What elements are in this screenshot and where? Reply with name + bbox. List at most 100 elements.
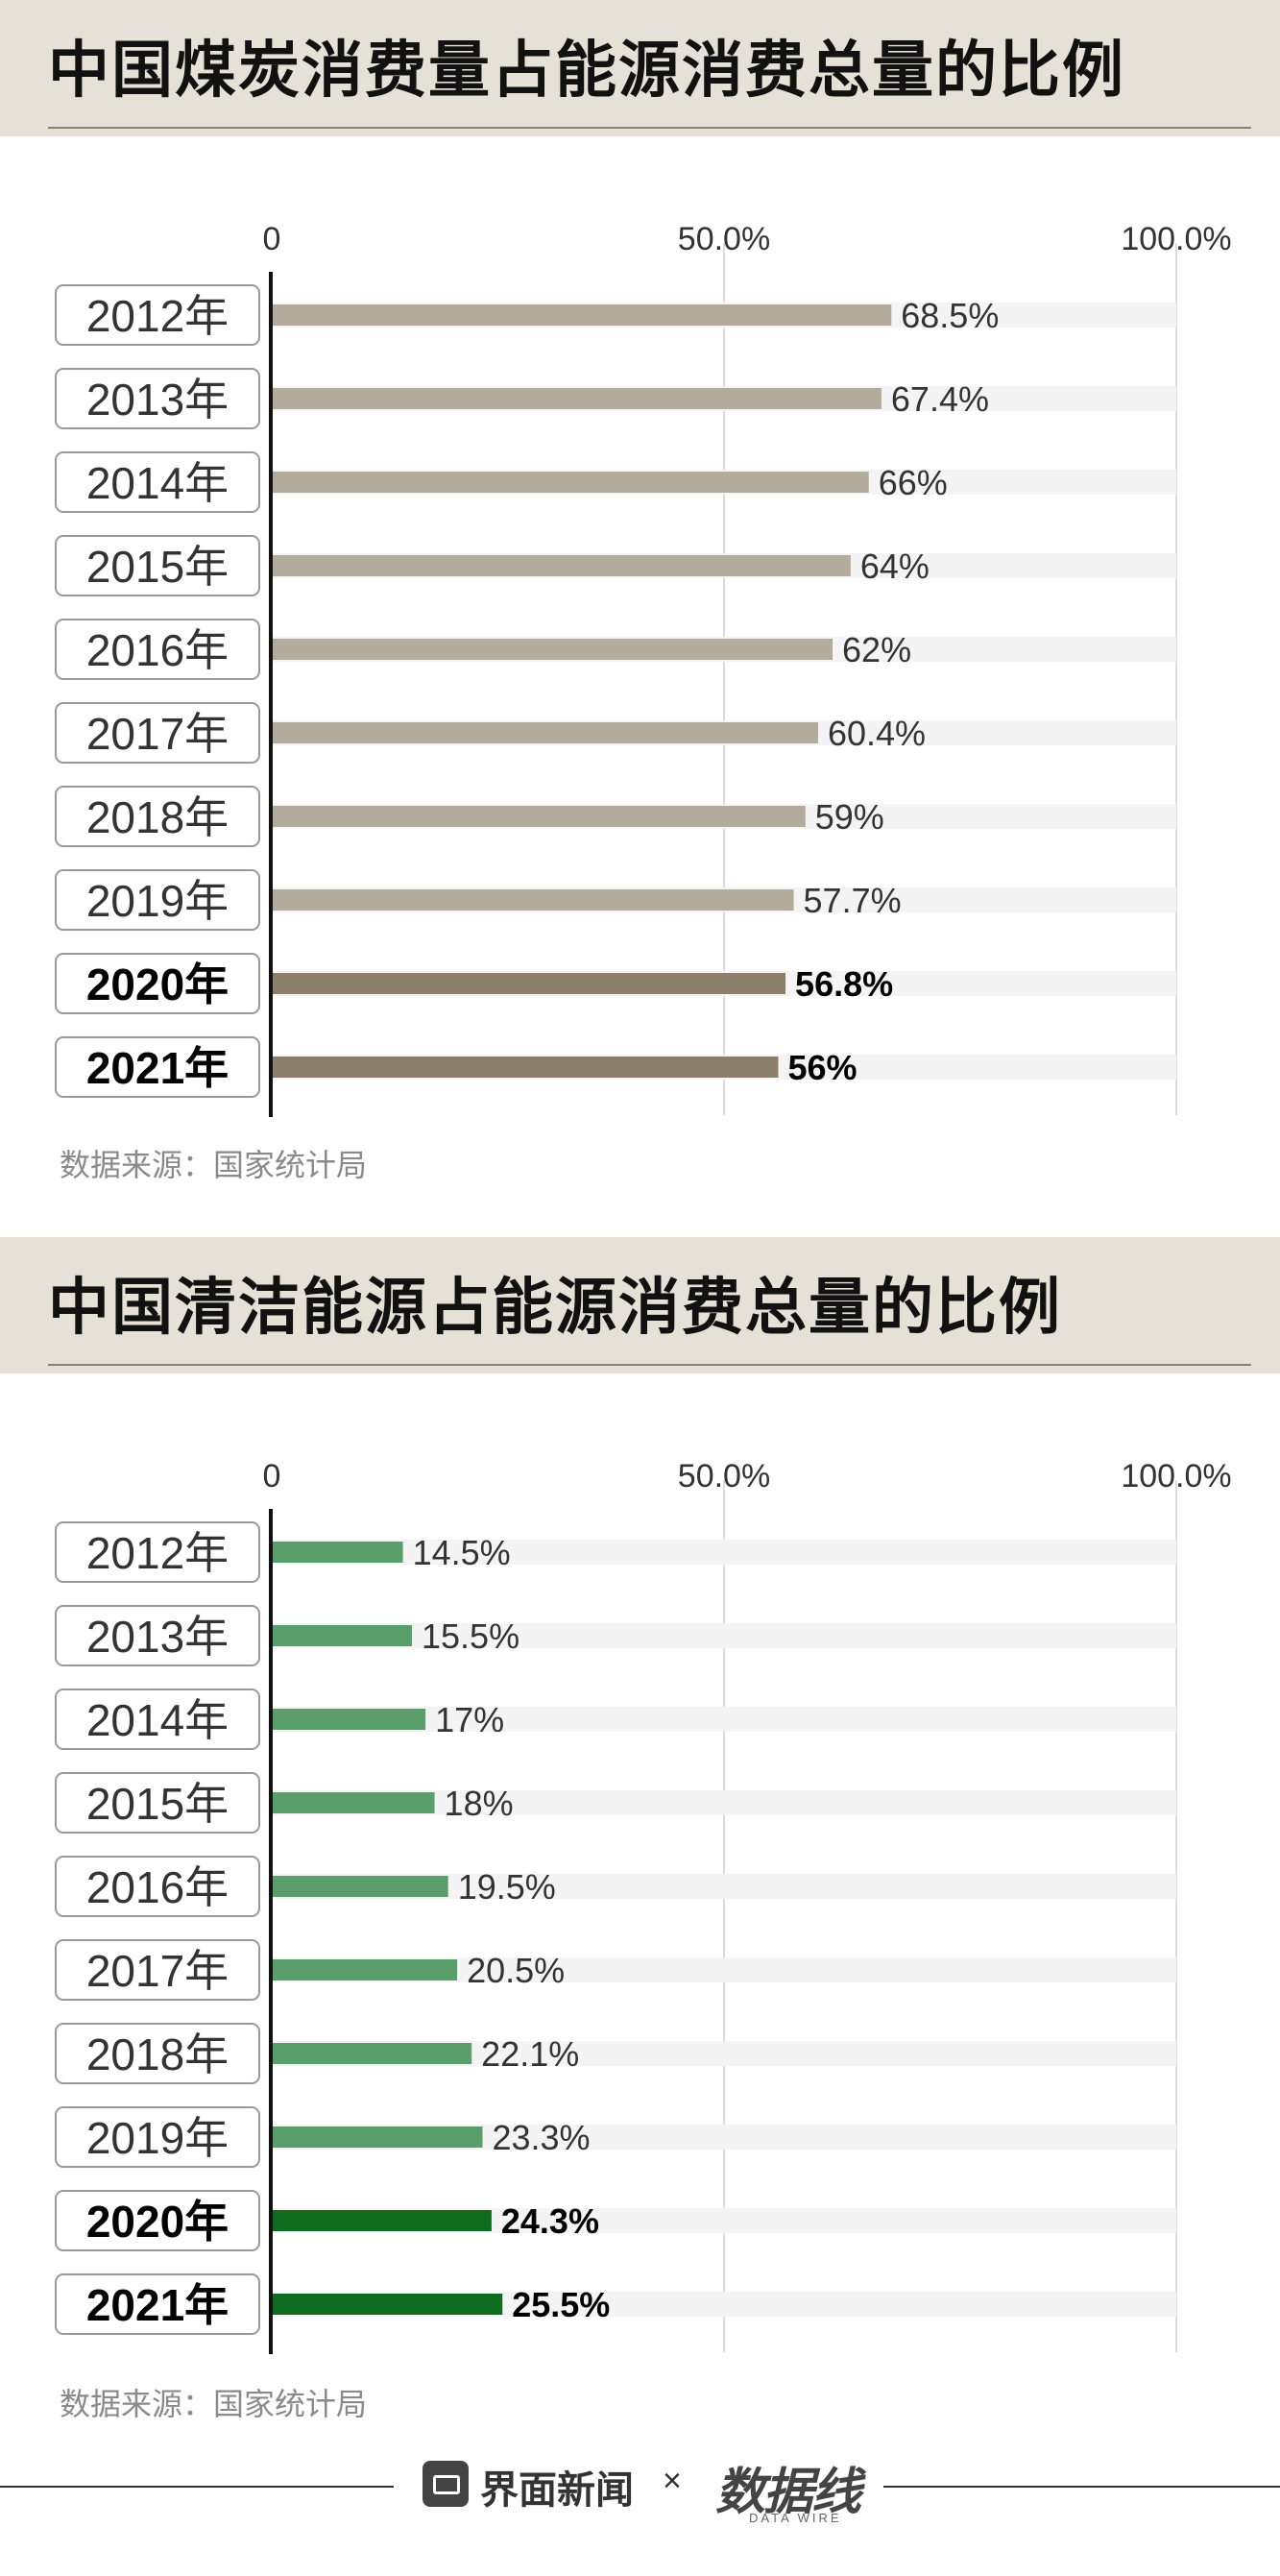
x-tick-label: 0 xyxy=(263,1458,281,1495)
category-label: 2017年 xyxy=(86,709,229,759)
brand-logo-icon xyxy=(423,2461,469,2507)
bar xyxy=(272,555,851,576)
footer: 界面新闻 × 数据线 DATA WIRE xyxy=(0,2447,1280,2525)
chart2-title: 中国清洁能源占能源消费总量的比例 xyxy=(48,1273,1062,1344)
data-label: 67.4% xyxy=(891,379,989,419)
category-label: 2012年 xyxy=(86,291,229,341)
chart2-title-band: 中国清洁能源占能源消费总量的比例 xyxy=(0,1237,1280,1373)
category-label: 2018年 xyxy=(86,792,229,842)
category-label: 2014年 xyxy=(86,1695,229,1745)
data-label: 59% xyxy=(815,797,884,837)
bar xyxy=(272,2126,483,2148)
category-box xyxy=(55,702,260,764)
bar xyxy=(272,806,806,827)
bar-track xyxy=(272,1623,1176,1648)
x-tick-label: 100.0% xyxy=(1121,1458,1231,1495)
footer-partner-sub: DATA WIRE xyxy=(749,2511,842,2525)
category-box xyxy=(55,535,260,596)
category-label: 2019年 xyxy=(86,876,229,926)
footer-partner-logo: 数据线 xyxy=(715,2463,861,2521)
category-box xyxy=(55,619,260,680)
bar xyxy=(272,1876,448,1897)
x-tick-label: 50.0% xyxy=(678,1458,770,1495)
data-label: 60.4% xyxy=(828,714,926,753)
data-label: 56% xyxy=(788,1048,857,1087)
category-label: 2016年 xyxy=(86,1862,229,1912)
bar xyxy=(272,2294,503,2315)
category-box xyxy=(55,2023,260,2084)
data-label: 22.1% xyxy=(481,2034,579,2074)
category-box xyxy=(55,1036,260,1098)
data-label: 68.5% xyxy=(901,296,999,335)
bar xyxy=(272,1959,458,1981)
x-tick-label: 100.0% xyxy=(1121,221,1231,257)
footer-brand: 界面新闻 xyxy=(480,2468,634,2513)
category-label: 2015年 xyxy=(86,542,229,592)
category-label: 2019年 xyxy=(86,2113,229,2163)
category-label: 2017年 xyxy=(86,1946,229,1996)
bar xyxy=(272,889,794,911)
bar xyxy=(272,1625,413,1646)
data-label: 18% xyxy=(445,1784,514,1823)
data-label: 64% xyxy=(860,547,930,586)
x-tick-label: 0 xyxy=(263,221,281,257)
category-box xyxy=(55,1772,260,1834)
category-label: 2016年 xyxy=(86,625,229,675)
data-label: 15.5% xyxy=(422,1616,519,1656)
category-box xyxy=(55,1605,260,1666)
chart2-plot: 0 50.0% 100.0% 14.5% 2012年 15.5% 2013年 17% 2014年… xyxy=(55,1458,1232,2354)
chart1-title: 中国煤炭消费量占能源消费总量的比例 xyxy=(48,36,1125,107)
bar xyxy=(272,1542,403,1563)
data-label: 14.5% xyxy=(413,1533,511,1572)
category-label: 2013年 xyxy=(86,1612,229,1662)
category-label: 2020年 xyxy=(86,960,229,1009)
category-box xyxy=(55,2106,260,2168)
footer-divider-right xyxy=(883,2486,1280,2488)
data-label: 62% xyxy=(842,630,911,669)
bar xyxy=(272,1057,779,1078)
bar xyxy=(272,2043,472,2064)
category-label: 2014年 xyxy=(86,458,229,508)
category-box xyxy=(55,451,260,513)
footer-separator: × xyxy=(663,2463,682,2499)
chart1-title-rule xyxy=(48,127,1251,129)
data-label: 57.7% xyxy=(804,881,902,920)
chart2-source: 数据来源：国家统计局 xyxy=(60,2386,368,2422)
bar xyxy=(272,2210,492,2231)
category-box xyxy=(55,786,260,847)
chart1-title-band: 中国煤炭消费量占能源消费总量的比例 xyxy=(0,0,1280,136)
bar xyxy=(272,304,892,326)
chart2-title-rule xyxy=(48,1364,1251,1366)
category-box xyxy=(55,2190,260,2251)
data-label: 23.3% xyxy=(492,2118,590,2157)
data-label: 19.5% xyxy=(458,1867,556,1907)
category-box xyxy=(55,1939,260,2001)
category-box xyxy=(55,1689,260,1750)
bar xyxy=(272,639,833,660)
category-label: 2021年 xyxy=(86,1043,229,1093)
footer-divider-left xyxy=(0,2486,394,2488)
category-label: 2015年 xyxy=(86,1779,229,1829)
category-box xyxy=(55,1521,260,1583)
category-box xyxy=(55,1856,260,1917)
data-label: 20.5% xyxy=(467,1951,565,1990)
category-box xyxy=(55,869,260,931)
data-label: 66% xyxy=(879,463,948,502)
bar xyxy=(272,973,786,994)
chart1-source: 数据来源：国家统计局 xyxy=(60,1147,368,1183)
bar xyxy=(272,388,882,409)
category-box xyxy=(55,2273,260,2335)
data-label: 25.5% xyxy=(512,2285,610,2324)
category-label: 2021年 xyxy=(86,2280,229,2330)
category-label: 2012年 xyxy=(86,1528,229,1578)
x-tick-label: 50.0% xyxy=(678,221,770,257)
bar xyxy=(272,1792,435,1813)
bar xyxy=(272,722,818,743)
bar-track xyxy=(272,1540,1176,1565)
bar xyxy=(272,1709,426,1730)
bar xyxy=(272,472,869,493)
category-label: 2013年 xyxy=(86,375,229,425)
data-label: 17% xyxy=(435,1700,504,1739)
category-label: 2020年 xyxy=(86,2197,229,2247)
chart1-plot: 0 50.0% 100.0% 68.5% 2012年 67.4% 2013年 66% 2014年… xyxy=(55,221,1232,1117)
